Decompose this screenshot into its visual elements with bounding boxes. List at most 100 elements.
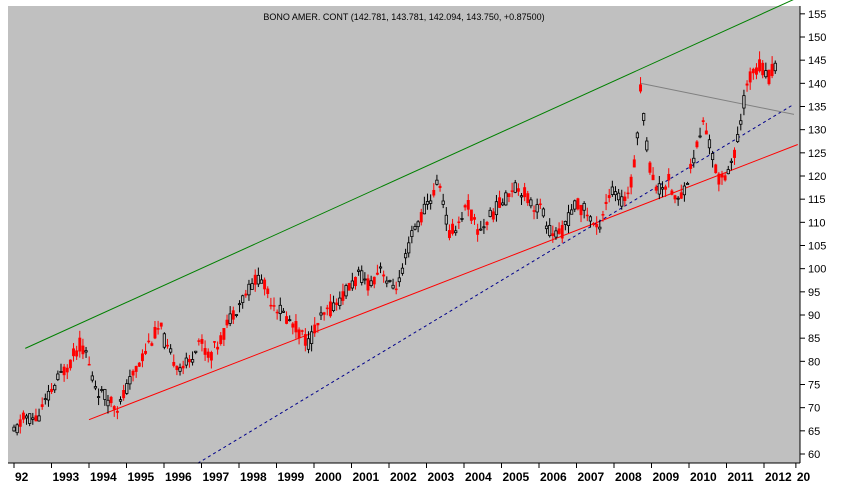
candle-body-up — [363, 278, 367, 281]
candle-body-up — [378, 266, 383, 269]
y-tick-label: 135 — [808, 102, 826, 114]
candle-body-down — [366, 278, 370, 291]
candles — [12, 51, 777, 436]
candle-body-up — [554, 230, 558, 238]
x-tick-label: 2003 — [428, 470, 455, 484]
candle-body-down — [269, 304, 273, 307]
candle-body-down — [623, 196, 627, 201]
candle-body-up — [582, 202, 586, 211]
candle-body-down — [755, 67, 758, 75]
candle-body-up — [194, 350, 198, 353]
candle-body-up — [513, 182, 517, 193]
candle-body-down — [629, 176, 633, 188]
y-tick-label: 145 — [808, 55, 826, 67]
trendlines — [25, 0, 798, 464]
candle-body-down — [592, 223, 596, 225]
candle-body-down — [579, 204, 583, 216]
candle-body-down — [65, 367, 69, 373]
candle-body-down — [761, 62, 765, 76]
candle-body-down — [604, 201, 608, 204]
candle-body-up — [617, 192, 621, 201]
y-tick-label: 70 — [808, 403, 820, 415]
y-tick-label: 60 — [808, 449, 820, 461]
x-tick-label: 2000 — [315, 470, 342, 484]
candle-body-down — [225, 319, 229, 326]
candle-body-down — [375, 272, 379, 275]
candle-body-up — [306, 338, 311, 350]
candle-body-down — [485, 221, 489, 226]
candle-body-up — [46, 390, 51, 401]
candle-body-up — [773, 62, 777, 72]
candle-body-down — [181, 365, 185, 369]
candle-body-up — [729, 160, 733, 163]
x-tick-label: 1993 — [53, 470, 80, 484]
candle-body-up — [338, 297, 342, 306]
candle-body-down — [473, 217, 476, 220]
y-tick-label: 90 — [808, 310, 820, 322]
candle-body-up — [12, 426, 16, 432]
long-term-trend-line — [197, 103, 795, 464]
candle-body-down — [639, 84, 642, 92]
candle-body-up — [764, 70, 768, 78]
candle-body-up — [90, 375, 94, 381]
candle-body-down — [347, 283, 351, 291]
candle-body-up — [425, 201, 430, 205]
candle-body-down — [68, 359, 72, 369]
candle-body-up — [613, 191, 618, 196]
candle-body-down — [585, 214, 589, 217]
candle-body-up — [237, 303, 242, 306]
candle-body-down — [607, 195, 611, 199]
candle-body-down — [21, 412, 25, 420]
candle-body-up — [685, 182, 690, 185]
candle-body-up — [504, 192, 508, 206]
candle-body-up — [281, 310, 286, 313]
candle-body-up — [162, 333, 166, 348]
y-axis: 60 65 70 75 80 85 90 95 100 105 110 115 120 125 130 135… — [800, 9, 826, 461]
candle-body-up — [482, 226, 486, 229]
candle-body-up — [707, 139, 712, 149]
y-tick-label: 140 — [808, 78, 826, 90]
candle-body-down — [75, 350, 79, 357]
candle-body-down — [294, 321, 298, 333]
candle-body-down — [770, 63, 774, 77]
candle-body-down — [466, 200, 470, 210]
candle-body-up — [710, 153, 715, 161]
candle-body-down — [701, 120, 705, 122]
candle-body-down — [285, 316, 288, 324]
candle-body-down — [62, 366, 66, 376]
candle-body-down — [187, 358, 191, 363]
candle-body-up — [228, 313, 232, 324]
x-tick-label: 92 — [15, 470, 29, 484]
candle-body-down — [717, 173, 721, 185]
candle-body-up — [642, 113, 646, 121]
candle-body-down — [266, 288, 270, 294]
y-tick-label: 105 — [808, 241, 826, 253]
candle-body-down — [18, 419, 22, 427]
x-tick-label: 2005 — [503, 470, 530, 484]
candle-body-up — [93, 386, 98, 389]
candle-body-down — [626, 192, 630, 195]
candle-body-down — [297, 329, 301, 339]
candle-body-up — [573, 200, 577, 210]
candle-body-up — [59, 371, 63, 373]
candle-body-up — [742, 95, 746, 109]
x-tick-label: 1995 — [128, 470, 155, 484]
candle-body-up — [535, 204, 539, 213]
candle-body-up — [256, 274, 260, 285]
candle-body-up — [178, 367, 182, 372]
candle-body-up — [388, 280, 392, 282]
candle-body-down — [664, 186, 668, 190]
candle-body-down — [81, 345, 85, 355]
candle-body-down — [723, 175, 727, 181]
candle-body-down — [322, 312, 326, 315]
candle-body-down — [679, 192, 683, 199]
candle-body-up — [28, 413, 32, 424]
candle-body-up — [96, 396, 101, 398]
y-tick-label: 100 — [808, 264, 826, 276]
candle-body-up — [410, 230, 414, 237]
candle-body-down — [316, 322, 320, 326]
candle-body-down — [216, 346, 220, 350]
candle-body-up — [100, 389, 104, 391]
candle-body-down — [325, 307, 329, 310]
